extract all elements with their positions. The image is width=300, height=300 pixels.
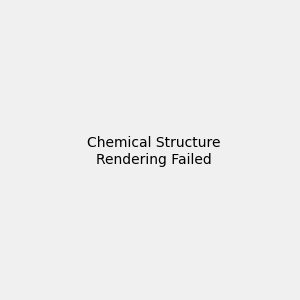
Text: Chemical Structure
Rendering Failed: Chemical Structure Rendering Failed: [87, 136, 220, 166]
